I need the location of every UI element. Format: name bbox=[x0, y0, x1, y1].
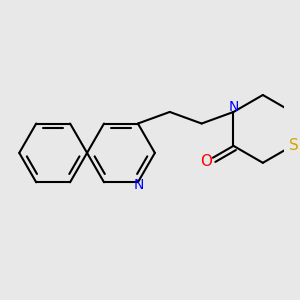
Text: S: S bbox=[289, 138, 299, 153]
Text: O: O bbox=[200, 154, 212, 169]
Text: N: N bbox=[228, 100, 239, 114]
Text: N: N bbox=[134, 178, 144, 192]
